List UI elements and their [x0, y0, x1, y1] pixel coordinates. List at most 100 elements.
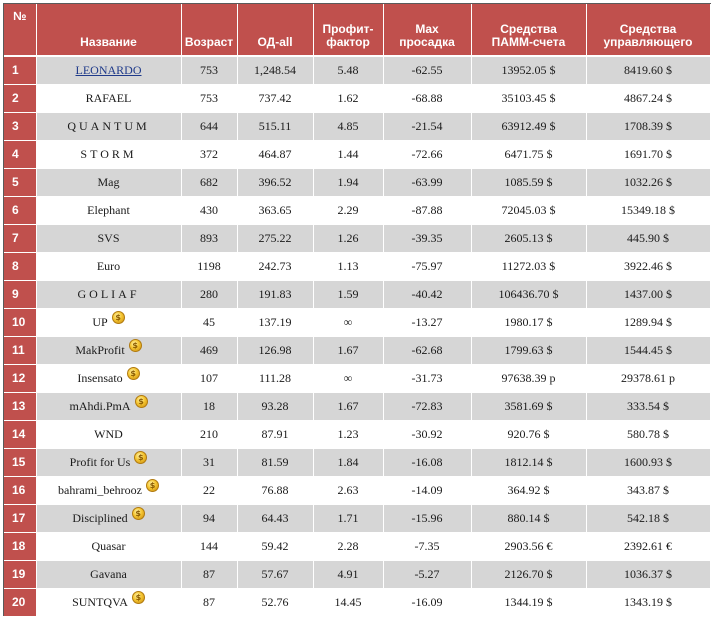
- account-name[interactable]: mAhdi.PmA $: [36, 392, 182, 421]
- account-manager-funds: 343.87 $: [586, 476, 711, 505]
- account-name[interactable]: bahrami_behrooz $: [36, 476, 182, 505]
- table-row: 12 Insensato $ 107 111.28 ∞ -31.73 97638.…: [4, 364, 711, 393]
- header-profit-factor-line2: фактор: [326, 35, 370, 49]
- account-profit-factor: 1.67: [313, 336, 384, 365]
- account-age: 22: [181, 476, 238, 505]
- account-profit-factor: ∞: [313, 308, 384, 337]
- account-name-text: MakProfit: [75, 342, 125, 357]
- account-name[interactable]: RAFAEL: [36, 84, 182, 113]
- row-number: 4: [4, 140, 37, 169]
- account-name[interactable]: UP $: [36, 308, 182, 337]
- account-name-text: mAhdi.PmA: [69, 398, 131, 413]
- account-manager-funds: 1691.70 $: [586, 140, 711, 169]
- account-pamm-funds: 35103.45 $: [471, 84, 587, 113]
- account-od: 81.59: [237, 448, 314, 477]
- account-name[interactable]: SUNTQVA $: [36, 588, 182, 617]
- account-name[interactable]: Gavana: [36, 560, 182, 589]
- account-profit-factor: 14.45: [313, 588, 384, 617]
- header-profit-factor[interactable]: Профит-фактор: [313, 4, 384, 57]
- account-name-text: Disciplined: [72, 510, 128, 525]
- account-max-drawdown: -39.35: [383, 224, 472, 253]
- account-profit-factor: 1.13: [313, 252, 384, 281]
- table-row: 4 STORM 372 464.87 1.44 -72.66 6471.75 $…: [4, 140, 711, 169]
- account-pamm-funds: 97638.39 р: [471, 364, 587, 393]
- gold-coin-icon: $: [145, 478, 159, 492]
- account-pamm-funds: 1799.63 $: [471, 336, 587, 365]
- account-name[interactable]: MakProfit $: [36, 336, 182, 365]
- gold-coin-icon: $: [134, 394, 148, 408]
- account-od: 126.98: [237, 336, 314, 365]
- account-name[interactable]: GOLIAF: [36, 280, 182, 309]
- account-manager-funds: 4867.24 $: [586, 84, 711, 113]
- account-age: 31: [181, 448, 238, 477]
- table-row: 11 MakProfit $ 469 126.98 1.67 -62.68 179…: [4, 336, 711, 365]
- account-pamm-funds: 880.14 $: [471, 504, 587, 533]
- account-name[interactable]: STORM: [36, 140, 182, 169]
- row-number: 20: [4, 588, 37, 617]
- account-age: 372: [181, 140, 238, 169]
- account-od: 93.28: [237, 392, 314, 421]
- account-name[interactable]: QUANTUM: [36, 112, 182, 141]
- row-number: 8: [4, 252, 37, 281]
- header-pamm-funds[interactable]: Средства ПАММ-счета: [471, 4, 587, 57]
- account-od: 137.19: [237, 308, 314, 337]
- account-age: 1198: [181, 252, 238, 281]
- account-od: 363.65: [237, 196, 314, 225]
- header-age[interactable]: Возраст: [181, 4, 238, 57]
- account-age: 430: [181, 196, 238, 225]
- header-manager-funds[interactable]: Средства управляющего: [586, 4, 711, 57]
- account-name[interactable]: Euro: [36, 252, 182, 281]
- header-name[interactable]: Название: [36, 4, 182, 57]
- gold-coin-icon: $: [111, 310, 125, 324]
- account-name-link[interactable]: LEONARDO: [75, 62, 142, 77]
- account-name[interactable]: SVS: [36, 224, 182, 253]
- account-profit-factor: 2.63: [313, 476, 384, 505]
- account-name[interactable]: Elephant: [36, 196, 182, 225]
- gold-coin-icon: $: [131, 590, 145, 604]
- header-pamm-funds-line2: ПАММ-счета: [491, 35, 566, 49]
- account-name[interactable]: WND: [36, 420, 182, 449]
- row-number: 18: [4, 532, 37, 561]
- table-row: 1 LEONARDO 753 1,248.54 5.48 -62.55 1395…: [4, 56, 711, 85]
- row-number: 5: [4, 168, 37, 197]
- account-manager-funds: 1708.39 $: [586, 112, 711, 141]
- account-od: 242.73: [237, 252, 314, 281]
- header-max-drawdown[interactable]: Max просадка: [383, 4, 472, 57]
- pamm-rating-table: № Название Возраст ОД-all Профит-фактор …: [4, 4, 711, 617]
- header-row: № Название Возраст ОД-all Профит-фактор …: [4, 4, 711, 57]
- header-max-drawdown-line2: просадка: [399, 35, 455, 49]
- account-max-drawdown: -13.27: [383, 308, 472, 337]
- account-manager-funds: 2392.61 €: [586, 532, 711, 561]
- account-name[interactable]: Quasar: [36, 532, 182, 561]
- pamm-rating-table-frame: № Название Возраст ОД-all Профит-фактор …: [3, 3, 711, 617]
- row-number: 1: [4, 56, 37, 85]
- account-profit-factor: 1.59: [313, 280, 384, 309]
- header-od-all[interactable]: ОД-all: [237, 4, 314, 57]
- gold-coin-icon: $: [126, 366, 140, 380]
- account-pamm-funds: 63912.49 $: [471, 112, 587, 141]
- header-number[interactable]: №: [4, 4, 37, 57]
- account-od: 76.88: [237, 476, 314, 505]
- account-name[interactable]: Mag: [36, 168, 182, 197]
- account-age: 94: [181, 504, 238, 533]
- row-number: 15: [4, 448, 37, 477]
- account-age: 87: [181, 588, 238, 617]
- account-name[interactable]: Profit for Us $: [36, 448, 182, 477]
- row-number: 9: [4, 280, 37, 309]
- account-profit-factor: 1.71: [313, 504, 384, 533]
- account-name[interactable]: Insensato $: [36, 364, 182, 393]
- account-od: 52.76: [237, 588, 314, 617]
- account-od: 737.42: [237, 84, 314, 113]
- account-pamm-funds: 2605.13 $: [471, 224, 587, 253]
- account-max-drawdown: -68.88: [383, 84, 472, 113]
- account-profit-factor: 1.26: [313, 224, 384, 253]
- account-name[interactable]: Disciplined $: [36, 504, 182, 533]
- table-row: 9 GOLIAF 280 191.83 1.59 -40.42 106436.7…: [4, 280, 711, 309]
- table-row: 17 Disciplined $ 94 64.43 1.71 -15.96 880…: [4, 504, 711, 533]
- account-od: 515.11: [237, 112, 314, 141]
- table-row: 19 Gavana 87 57.67 4.91 -5.27 2126.70 $ …: [4, 560, 711, 589]
- account-manager-funds: 542.18 $: [586, 504, 711, 533]
- table-row: 2 RAFAEL 753 737.42 1.62 -68.88 35103.45…: [4, 84, 711, 113]
- account-max-drawdown: -62.68: [383, 336, 472, 365]
- account-age: 469: [181, 336, 238, 365]
